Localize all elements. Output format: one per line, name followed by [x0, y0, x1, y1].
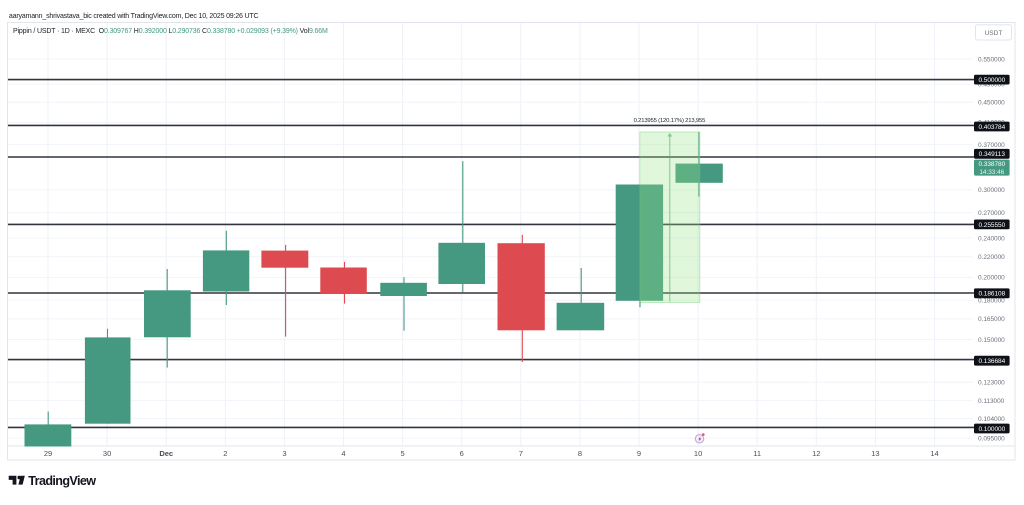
svg-text:0.095000: 0.095000	[978, 435, 1005, 442]
svg-text:0.100000: 0.100000	[978, 426, 1005, 433]
svg-text:0.500000: 0.500000	[978, 77, 1005, 84]
svg-text:0.349113: 0.349113	[979, 151, 1006, 158]
svg-text:0.450000: 0.450000	[978, 100, 1005, 107]
svg-text:0.200000: 0.200000	[978, 275, 1005, 282]
svg-text:0.180000: 0.180000	[978, 297, 1005, 304]
svg-text:14: 14	[930, 449, 938, 458]
svg-text:0.550000: 0.550000	[978, 56, 1005, 63]
svg-text:aaryamann_shrivastava_bic crea: aaryamann_shrivastava_bic created with T…	[9, 13, 259, 20]
svg-text:0.104000: 0.104000	[978, 416, 1005, 423]
svg-text:8: 8	[578, 449, 582, 458]
svg-text:0.123000: 0.123000	[978, 380, 1005, 387]
svg-text:0.370000: 0.370000	[978, 142, 1005, 149]
svg-text:0.186108: 0.186108	[978, 291, 1005, 298]
svg-text:30: 30	[103, 449, 111, 458]
svg-text:0.255550: 0.255550	[978, 222, 1005, 229]
svg-text:0.490000: 0.490000	[978, 81, 1005, 88]
svg-text:0.300000: 0.300000	[978, 187, 1005, 194]
svg-text:10: 10	[694, 449, 702, 458]
svg-text:0.150000: 0.150000	[978, 337, 1005, 344]
svg-text:0.403784: 0.403784	[978, 124, 1005, 131]
svg-text:0.240000: 0.240000	[978, 235, 1005, 242]
svg-text:0.213955 (120.17%) 213,955: 0.213955 (120.17%) 213,955	[634, 118, 707, 124]
svg-text:0.113000: 0.113000	[978, 398, 1005, 405]
svg-text:TradingView: TradingView	[28, 474, 96, 488]
svg-text:0.338780: 0.338780	[978, 161, 1005, 168]
svg-text:13: 13	[871, 449, 879, 458]
svg-text:14:33:46: 14:33:46	[979, 169, 1004, 176]
svg-text:4: 4	[341, 449, 345, 458]
svg-text:9: 9	[637, 449, 641, 458]
svg-text:Dec: Dec	[159, 449, 173, 458]
svg-text:2: 2	[223, 449, 227, 458]
svg-text:Pippin / USDT · 1D · MEXC O0.: Pippin / USDT · 1D · MEXC O0.309767 H0.3…	[13, 28, 328, 35]
svg-text:0.270000: 0.270000	[978, 210, 1005, 217]
svg-text:7: 7	[519, 449, 523, 458]
svg-text:5: 5	[401, 449, 405, 458]
svg-text:0.136684: 0.136684	[978, 358, 1005, 365]
svg-text:29: 29	[44, 449, 52, 458]
svg-text:11: 11	[753, 449, 761, 458]
svg-text:12: 12	[812, 449, 820, 458]
svg-text:0.220000: 0.220000	[978, 254, 1005, 261]
svg-text:0.165000: 0.165000	[978, 316, 1005, 323]
svg-text:3: 3	[282, 449, 286, 458]
svg-text:USDT: USDT	[985, 30, 1003, 37]
svg-text:6: 6	[460, 449, 464, 458]
